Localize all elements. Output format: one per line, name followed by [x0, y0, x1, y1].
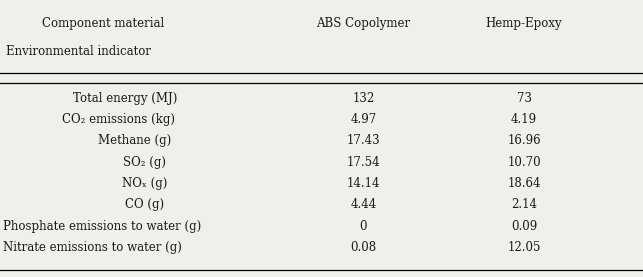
- Text: 73: 73: [516, 92, 532, 105]
- Text: ABS Copolymer: ABS Copolymer: [316, 17, 410, 30]
- Text: 14.14: 14.14: [347, 177, 380, 190]
- Text: 4.19: 4.19: [511, 113, 537, 126]
- Text: Nitrate emissions to water (g): Nitrate emissions to water (g): [3, 241, 182, 254]
- Text: 17.54: 17.54: [347, 156, 380, 169]
- Text: Total energy (MJ): Total energy (MJ): [73, 92, 177, 105]
- Text: Environmental indicator: Environmental indicator: [6, 45, 152, 58]
- Text: SO₂ (g): SO₂ (g): [123, 156, 166, 169]
- Text: Component material: Component material: [42, 17, 164, 30]
- Text: 16.96: 16.96: [507, 135, 541, 147]
- Text: 4.97: 4.97: [350, 113, 376, 126]
- Text: 0: 0: [359, 220, 367, 233]
- Text: Phosphate emissions to water (g): Phosphate emissions to water (g): [3, 220, 201, 233]
- Text: CO (g): CO (g): [125, 199, 164, 211]
- Text: 10.70: 10.70: [507, 156, 541, 169]
- Text: Methane (g): Methane (g): [98, 135, 172, 147]
- Text: 18.64: 18.64: [507, 177, 541, 190]
- Text: 4.44: 4.44: [350, 199, 376, 211]
- Text: NOₓ (g): NOₓ (g): [122, 177, 167, 190]
- Text: 12.05: 12.05: [507, 241, 541, 254]
- Text: 0.08: 0.08: [350, 241, 376, 254]
- Text: 17.43: 17.43: [347, 135, 380, 147]
- Text: 2.14: 2.14: [511, 199, 537, 211]
- Text: Hemp-Epoxy: Hemp-Epoxy: [485, 17, 563, 30]
- Text: 132: 132: [352, 92, 374, 105]
- Text: CO₂ emissions (kg): CO₂ emissions (kg): [62, 113, 176, 126]
- Text: 0.09: 0.09: [511, 220, 537, 233]
